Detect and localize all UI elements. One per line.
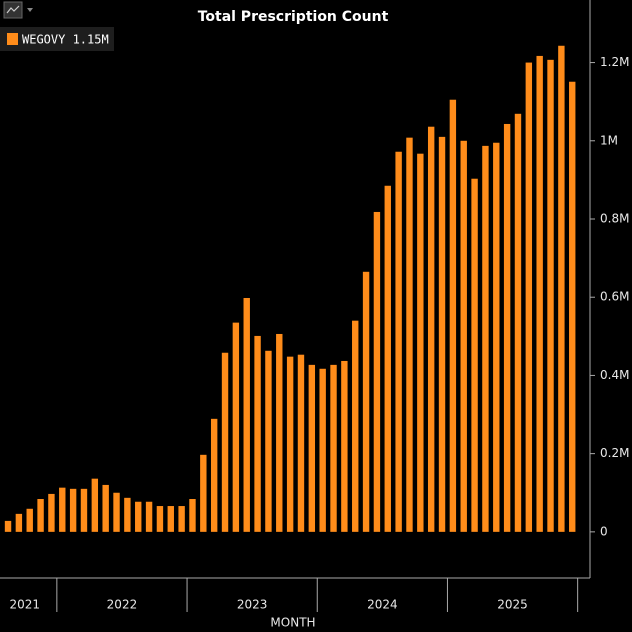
- bar: [297, 354, 305, 532]
- bar: [167, 506, 174, 532]
- legend-box: [0, 27, 114, 51]
- bar: [276, 333, 283, 532]
- bar: [156, 506, 164, 532]
- x-axis-label: MONTH: [270, 616, 315, 630]
- bar: [124, 497, 131, 532]
- bar: [417, 153, 424, 532]
- y-tick-label: 1M: [600, 133, 618, 147]
- bar: [362, 271, 370, 532]
- y-tick-label: 0.6M: [600, 290, 629, 304]
- bar: [221, 352, 229, 532]
- bar: [254, 335, 261, 532]
- bar: [319, 368, 326, 532]
- bar: [26, 508, 33, 532]
- bar: [569, 81, 576, 532]
- bar: [59, 487, 66, 532]
- bar: [406, 137, 413, 532]
- bar: [145, 501, 153, 532]
- y-tick-label: 1.2M: [600, 55, 629, 69]
- x-tick-label: 2023: [237, 598, 268, 612]
- bar: [265, 350, 272, 532]
- bar: [243, 297, 250, 532]
- bar: [48, 493, 55, 532]
- x-tick-label: 2022: [107, 598, 138, 612]
- bar: [449, 99, 457, 532]
- bar: [69, 488, 77, 532]
- chart-icon[interactable]: [3, 1, 33, 19]
- bar: [341, 360, 348, 532]
- bar: [525, 62, 533, 532]
- bar: [395, 151, 402, 532]
- icon-arrow[interactable]: [27, 8, 33, 12]
- bar: [482, 145, 489, 532]
- bar: [460, 140, 467, 532]
- chart-title: Total Prescription Count: [198, 9, 389, 25]
- bar: [232, 322, 240, 532]
- legend-label: WEGOVY 1.15M: [22, 33, 109, 47]
- bar: [135, 501, 142, 532]
- bar: [330, 364, 337, 532]
- bar: [15, 513, 23, 532]
- bar: [536, 55, 543, 532]
- bar: [384, 185, 391, 532]
- icon-line: [6, 5, 20, 14]
- bar: [37, 499, 44, 532]
- bar: [438, 136, 446, 532]
- legend-swatch: [7, 33, 18, 45]
- bar: [547, 59, 554, 532]
- bar: [4, 520, 12, 532]
- bar: [286, 356, 294, 532]
- bar: [471, 178, 478, 532]
- y-tick-label: 0.2M: [600, 446, 629, 460]
- y-tick-label: 0.4M: [600, 368, 629, 382]
- bar: [308, 364, 316, 532]
- bar: [210, 418, 218, 532]
- y-tick-label: 0: [600, 524, 608, 538]
- bar: [189, 499, 196, 532]
- bar: [503, 123, 511, 532]
- bar: [427, 126, 435, 532]
- bar: [102, 484, 109, 532]
- y-tick-label: 0.8M: [600, 211, 629, 225]
- bar: [493, 142, 500, 532]
- bar: [558, 45, 565, 532]
- bar: [514, 113, 522, 532]
- bar: [200, 454, 207, 532]
- bar: [178, 506, 185, 532]
- bar: [80, 488, 88, 532]
- x-tick-label: 2025: [497, 598, 528, 612]
- bar: [373, 211, 381, 532]
- bar: [113, 492, 120, 532]
- bar: [91, 478, 99, 532]
- bar: [352, 320, 359, 532]
- x-tick-label: 2021: [9, 598, 40, 612]
- x-tick-label: 2024: [367, 598, 398, 612]
